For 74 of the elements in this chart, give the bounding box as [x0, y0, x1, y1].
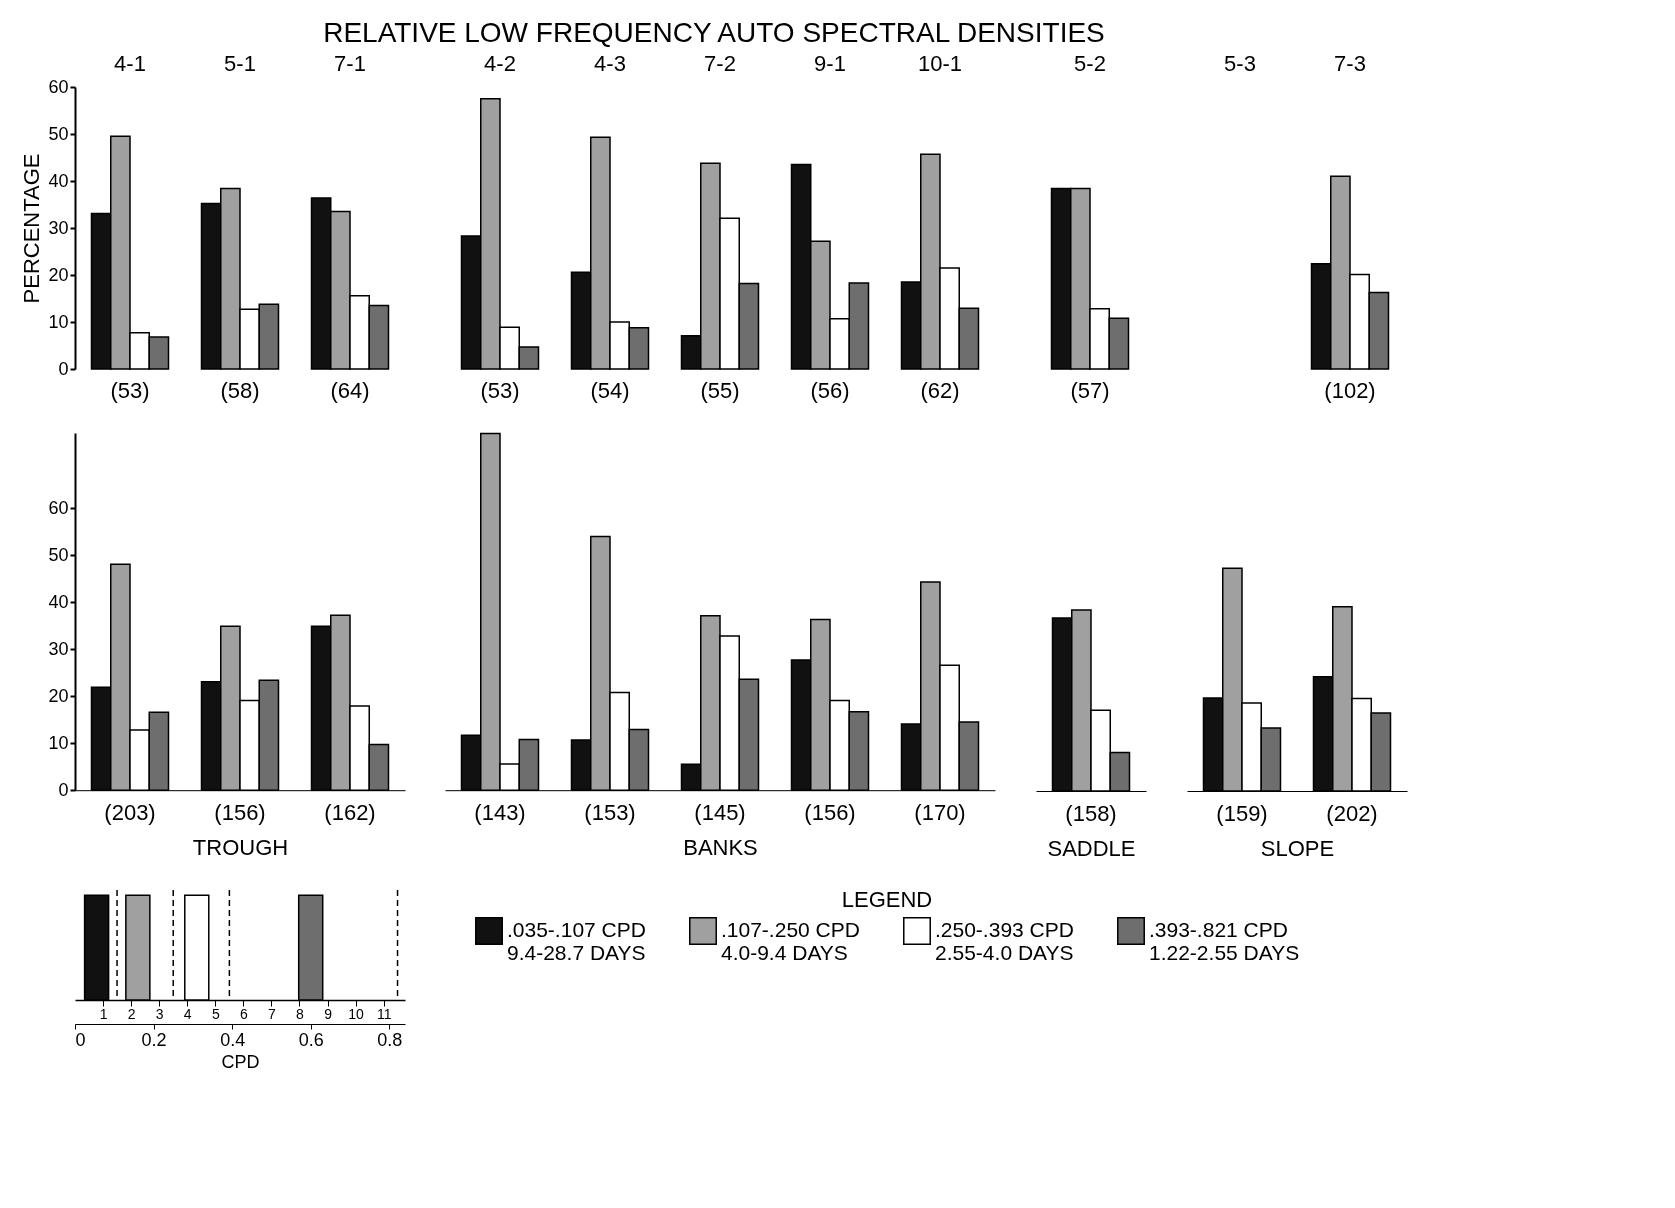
- x2-tick-label: 8: [296, 1005, 305, 1022]
- text: (54): [590, 378, 630, 403]
- x-tick-label: (156): [804, 799, 856, 825]
- y-tick-label: 20: [48, 264, 69, 285]
- x-tick-label: 5-2: [1074, 50, 1106, 76]
- y-tick-label: 0: [58, 779, 69, 800]
- x-tick-label: 0.4: [220, 1029, 246, 1050]
- x2-tick-label: 5: [211, 1005, 220, 1022]
- y-tick-label: 60: [48, 76, 69, 97]
- text: (53): [480, 378, 520, 403]
- text: RELATIVE LOW FREQUENCY AUTO SPECTRAL DENSITIES: [323, 17, 1105, 48]
- text: (64): [330, 378, 370, 403]
- x-tick-label: (159): [1216, 800, 1268, 826]
- x2-tick-label: 11: [376, 1005, 392, 1022]
- y-axis-title: PERCENTAGE: [19, 153, 45, 304]
- text: (62): [920, 378, 960, 403]
- x-tick-label: (158): [1065, 800, 1117, 826]
- x-tick-label: 9-1: [814, 50, 846, 76]
- x2-tick-label: 6: [239, 1005, 248, 1022]
- x2-tick-label: 4: [183, 1005, 192, 1022]
- x-axis-title: SLOPE: [1260, 835, 1335, 861]
- x-tick-label: 4-1: [114, 50, 146, 76]
- x-axis-title: BANKS: [683, 834, 758, 860]
- y-tick-label: 10: [48, 732, 69, 753]
- legend-label: .393-.821 CPD 1.22-2.55 DAYS: [1149, 918, 1300, 964]
- x2-tick-label: 10: [348, 1005, 365, 1022]
- legend-label: .107-.250 CPD 4.0-9.4 DAYS: [721, 918, 860, 964]
- y-tick-label: 30: [48, 217, 69, 238]
- x-tick-label: (170): [914, 799, 966, 825]
- text: (102): [1324, 378, 1376, 403]
- x-tick-label: 7-1: [334, 50, 366, 76]
- x-tick-label: 10-1: [917, 50, 963, 76]
- x2-tick-label: 9: [324, 1005, 333, 1022]
- x-tick-label: 0.2: [141, 1029, 167, 1050]
- x-tick-label: 7-3: [1334, 50, 1366, 76]
- y-tick-label: 0: [58, 358, 69, 379]
- text: (55): [700, 378, 740, 403]
- x-tick-label: (153): [584, 799, 636, 825]
- x-tick-label: 4-3: [594, 50, 626, 76]
- text: (53): [110, 378, 150, 403]
- y-tick-label: 60: [48, 497, 69, 518]
- x-tick-label: 7-2: [704, 50, 736, 76]
- x-tick-label: 0.8: [377, 1029, 403, 1050]
- legend-label: .250-.393 CPD 2.55-4.0 DAYS: [935, 918, 1074, 964]
- x2-tick-label: 1: [99, 1005, 108, 1022]
- y-tick-label: 10: [48, 311, 69, 332]
- y-tick-label: 20: [48, 685, 69, 706]
- x2-tick-label: 7: [268, 1005, 277, 1022]
- x2-tick-label: 2: [127, 1005, 136, 1022]
- text: (56): [810, 378, 850, 403]
- y-tick-label: 50: [48, 123, 69, 144]
- text: (58): [220, 378, 260, 403]
- x-tick-label: 4-2: [484, 50, 516, 76]
- x-axis-title: SADDLE: [1047, 835, 1136, 861]
- y-tick-label: 40: [48, 591, 69, 612]
- x-tick-label: 0.6: [298, 1029, 324, 1050]
- x-tick-label: (143): [474, 799, 526, 825]
- x-tick-label: 5-1: [224, 50, 256, 76]
- x-tick-label: (203): [104, 799, 156, 825]
- legend-title: LEGEND: [841, 887, 933, 912]
- x-tick-label: (145): [694, 799, 746, 825]
- y-tick-label: 40: [48, 170, 69, 191]
- y-tick-label: 30: [48, 638, 69, 659]
- x-tick-label: (156): [214, 799, 266, 825]
- x-tick-label: (202): [1326, 800, 1378, 826]
- legend-label: .035-.107 CPD 9.4-28.7 DAYS: [507, 918, 646, 964]
- text: (57): [1070, 378, 1110, 403]
- y-tick-label: 50: [48, 544, 69, 565]
- x-axis-title: CPD: [221, 1051, 260, 1072]
- x-tick-label: (162): [324, 799, 376, 825]
- x-tick-label: 5-3: [1224, 50, 1256, 76]
- x-axis-title: TROUGH: [192, 834, 289, 860]
- x-tick-label: 0: [75, 1029, 86, 1050]
- x2-tick-label: 3: [155, 1005, 164, 1022]
